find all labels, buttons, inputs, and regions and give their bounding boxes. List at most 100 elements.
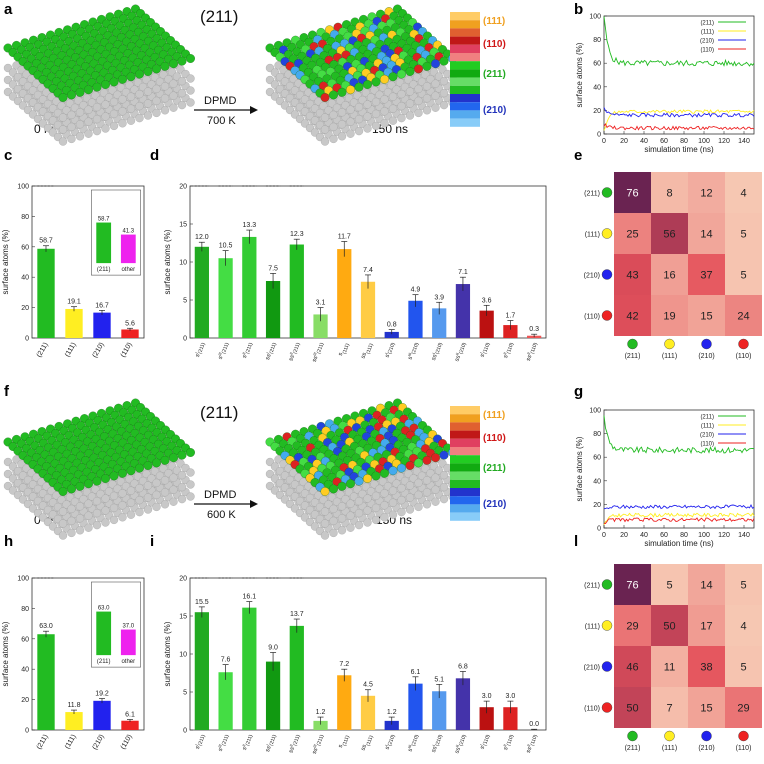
surface-atom [371,77,381,87]
x-axis-label: simulation time (ns) [644,539,714,548]
panel-letter-b: b [574,1,583,18]
bulk-atom [380,501,389,510]
legend-entry: (210) [700,39,714,45]
series-line-210 [603,503,755,510]
bulk-atom [337,132,347,141]
bulk-atom [92,520,102,530]
bulk-atom [118,501,127,510]
legend-entry: (110) [700,48,714,54]
bulk-atom [405,493,415,502]
bulk-atom [126,510,136,519]
legend-color-band [450,422,480,431]
data-label: 19.1 [67,299,81,306]
data-label: 12.3 [290,231,304,238]
data-label: 9.0 [268,644,278,651]
cell-value: 42 [626,311,638,323]
legend-entry: (211) [700,415,714,421]
bulk-atom [135,495,144,505]
row-label: (210) [584,273,600,280]
cell-value: 46 [626,662,638,674]
surface-atom [354,82,364,92]
bar-210 [93,312,111,338]
bulk-atom [380,513,389,522]
surface-atom [135,463,144,473]
bulk-atom [371,491,381,501]
surface-atom [152,458,161,468]
bulk-atom [346,105,355,114]
legend-color-band [450,94,480,103]
row-marker [601,228,613,239]
bulk-atom [58,113,68,122]
site-bar-1 [218,672,233,730]
bulk-atom [135,113,144,123]
y-tick-label: 0 [597,526,601,533]
site-tick-label: sI(211) [193,341,207,359]
site-bar-3 [265,661,281,730]
bulk-atom [109,515,119,525]
bulk-atom [354,520,364,530]
arrow-temperature-label: 700 K [207,115,236,127]
bulk-atom [431,103,440,112]
y-tick-label: 0 [183,336,187,343]
surface-atom [169,59,178,69]
cell-value: 8 [666,188,672,200]
legend-color-band [450,102,480,111]
cell-value: 43 [626,270,638,282]
surface-atom [431,59,440,69]
bulk-atom [371,109,381,119]
data-label: 58.7 [39,238,53,245]
surface-atom [337,481,347,491]
x-tick-label: (211) [36,734,50,751]
site-tick-label: sI(110) [478,341,492,359]
bulk-atom [169,91,178,100]
bulk-atom [84,523,93,532]
site-bar-11 [455,284,471,338]
line-chart-g: 0 20 40 60 80 100 0 20 40 60 80 100 120 140 simulation… [575,408,755,548]
bulk-atom [186,492,195,501]
cell-value: 56 [663,229,675,241]
y-tick-label: 80 [593,431,601,438]
inset-bar [120,629,136,656]
bulk-atom [118,513,127,522]
bulk-atom [363,506,372,515]
surface-atom [160,61,170,71]
x-tick-label: 80 [680,138,688,145]
bulk-atom [143,99,153,108]
row-marker [601,187,613,198]
site-tick-label: ssII(210) [452,341,467,363]
y-tick-label: 10 [179,260,187,267]
legend-color-band [450,85,480,94]
x-tick-label: 80 [680,532,688,539]
cell-value: 38 [700,662,712,674]
bulk-atom [320,519,330,528]
y-tick-label: 100 [589,14,601,21]
bulk-atom [354,102,364,112]
x-tick-label: (110) [120,342,134,359]
y-axis-label: surface atoms (%) [575,436,584,501]
bulk-atom [109,109,119,119]
site-bar-chart-d: 0 5 10 15 20 surface atoms (%) 12.0 sI(211) 10.5… [163,184,547,363]
legend-color-band [450,430,480,439]
cell-value: 14 [700,229,712,241]
data-label: 3.0 [482,693,492,700]
panel-letter-e: e [574,147,582,164]
column-label: (110) [736,745,752,752]
bulk-atom [405,87,415,96]
bar-210 [93,700,111,730]
color-legend-600k: (111) (110) (211) (210) [450,406,506,521]
bulk-atom [160,82,170,91]
y-tick-label: 5 [183,298,187,305]
bulk-atom [177,494,187,504]
y-tick-label: 80 [593,37,601,44]
x-tick-label: 20 [620,138,628,145]
bulk-atom [439,482,449,492]
slab-illustration-700k: (211) 0 ns 150 ns DPMD 700 K [3,4,457,146]
bulk-atom [346,129,355,138]
bulk-atom [346,523,355,532]
surface-atom [422,61,432,71]
inset-bar [96,611,112,656]
bulk-atom [397,495,406,505]
bulk-atom [431,473,440,482]
y-tick-label: 20 [593,108,601,115]
cell-value: 5 [740,662,746,674]
